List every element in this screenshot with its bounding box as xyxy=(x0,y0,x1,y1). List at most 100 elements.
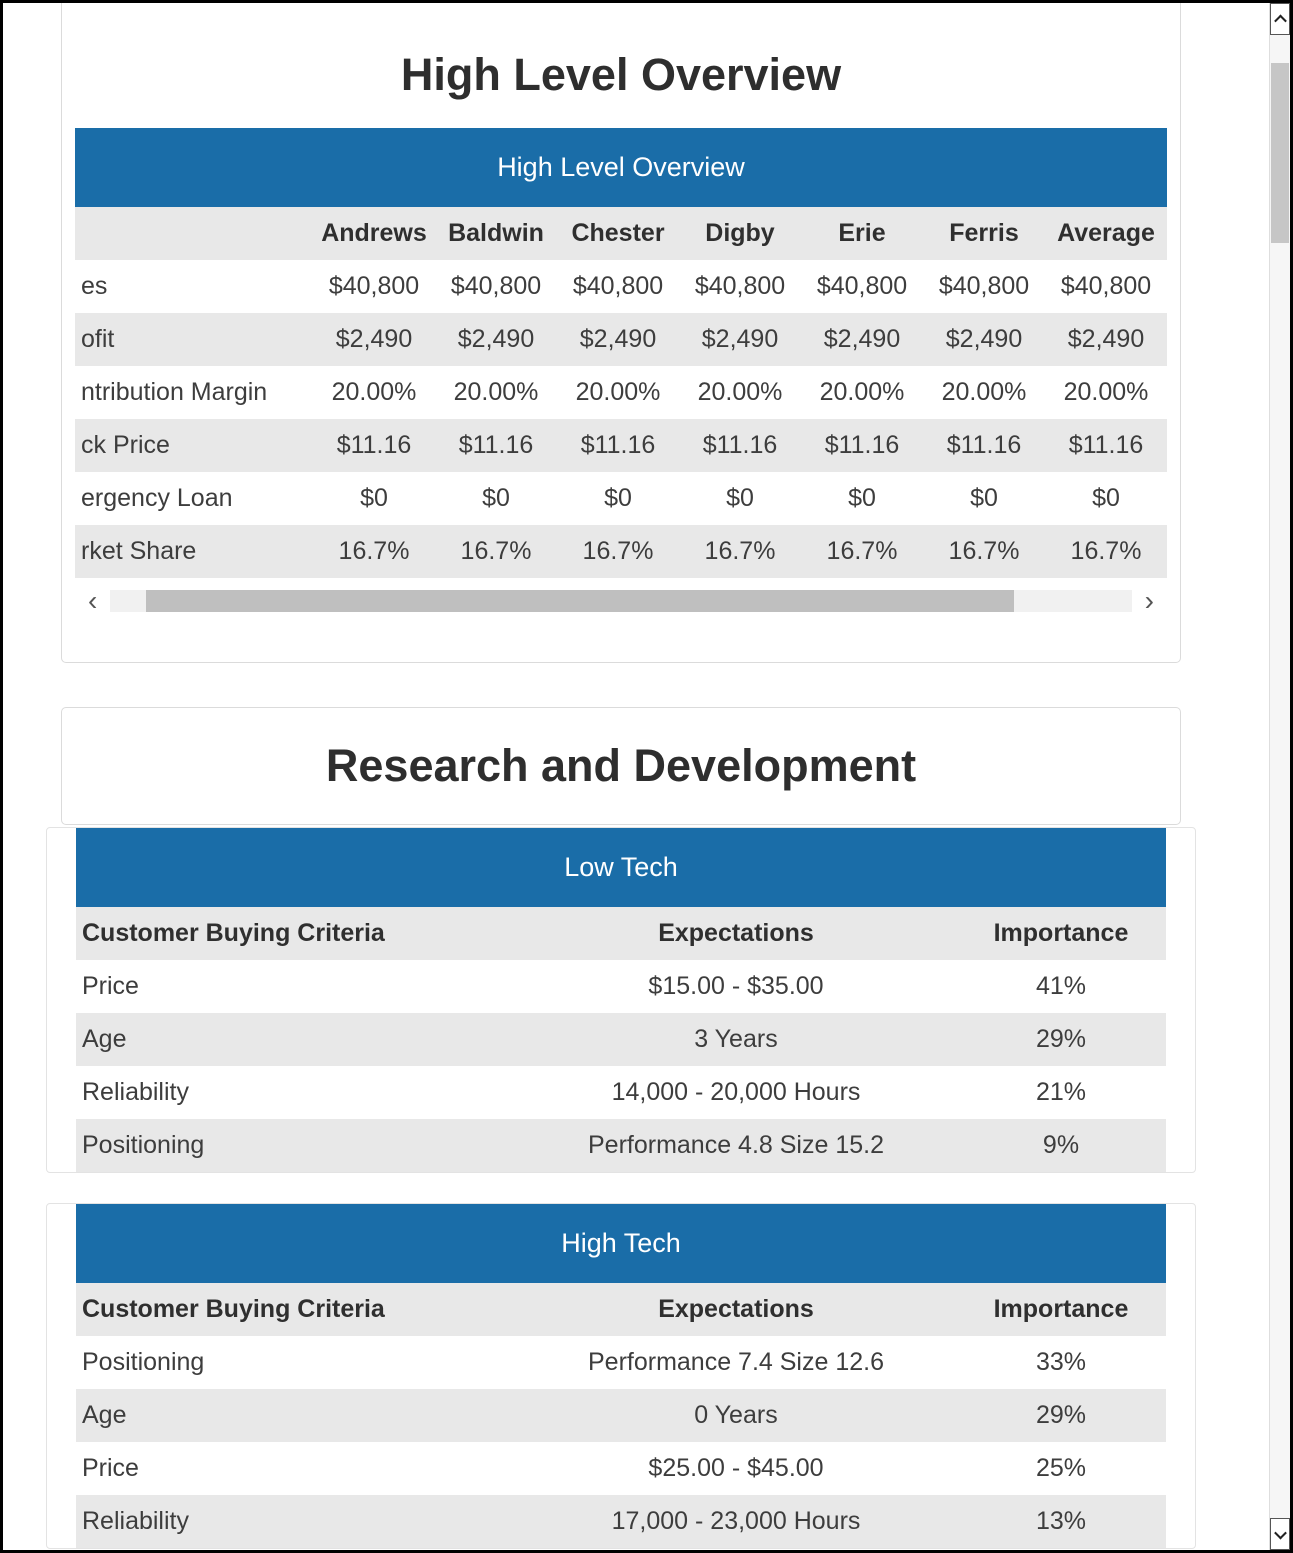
rnd-value-cell: Performance 4.8 Size 15.2 xyxy=(588,1130,884,1159)
rnd-table-body: Positioning Performance 7.4 Size 12.6 33% A… xyxy=(76,1336,1166,1548)
rnd-table-row: Price $15.00 - $35.00 41% xyxy=(76,960,1166,1013)
hlo-value-cell: $40,800 xyxy=(328,271,420,300)
chevron-up-icon xyxy=(1273,14,1287,27)
hlo-value-cell: 20.00% xyxy=(331,377,417,406)
hlo-column-header xyxy=(75,206,313,260)
page-content: High Level Overview High Level Overview … xyxy=(3,3,1269,1550)
hlo-horizontal-scrollbar[interactable]: ‹ › xyxy=(75,586,1167,616)
rnd-table-row: Age 3 Years 29% xyxy=(76,1012,1166,1066)
hlo-value-cell: $40,800 xyxy=(450,271,542,300)
hlo-value-cell: 16.7% xyxy=(582,536,654,565)
scroll-up-button[interactable] xyxy=(1270,3,1290,35)
scroll-right-icon[interactable]: › xyxy=(1144,584,1154,616)
hlo-value-cell: 20.00% xyxy=(575,377,661,406)
hlo-value-cell: $2,490 xyxy=(823,324,901,353)
scroll-left-icon[interactable]: ‹ xyxy=(88,584,98,616)
hlo-value-cell: $2,490 xyxy=(457,324,535,353)
hlo-row-label: ck Price xyxy=(81,430,170,459)
hlo-column-header: Digby xyxy=(679,206,801,260)
rnd-card: Research and Development xyxy=(61,706,1181,825)
rnd-column-header: Expectations xyxy=(516,906,956,960)
rnd-value-cell: 9% xyxy=(1042,1130,1080,1159)
hlo-value-cell: $40,800 xyxy=(938,271,1030,300)
rnd-criteria-cell: Reliability xyxy=(82,1506,189,1535)
hlo-value-cell: $2,490 xyxy=(945,324,1023,353)
scroll-down-button[interactable] xyxy=(1270,1518,1290,1550)
high-level-overview-card: High Level Overview High Level Overview … xyxy=(61,3,1181,663)
rnd-table-row: Positioning Performance 4.8 Size 15.2 9% xyxy=(76,1118,1166,1172)
hlo-value-cell: 20.00% xyxy=(697,377,783,406)
hlo-value-cell: $11.16 xyxy=(946,430,1022,459)
rnd-table-row: Price $25.00 - $45.00 25% xyxy=(76,1442,1166,1495)
rnd-column-header: Customer Buying Criteria xyxy=(76,906,516,960)
hlo-value-cell: $11.16 xyxy=(458,430,534,459)
hlo-row-label: ergency Loan xyxy=(81,483,233,512)
hlo-value-cell: 16.7% xyxy=(460,536,532,565)
rnd-value-cell: 17,000 - 23,000 Hours xyxy=(611,1506,861,1535)
hlo-value-cell: 20.00% xyxy=(453,377,539,406)
rnd-column-header: Customer Buying Criteria xyxy=(76,1282,516,1336)
hlo-table-row: es $40,800 $40,800 $40,800 $40,800 $40,800 $40… xyxy=(75,260,1167,313)
rnd-column-header: Importance xyxy=(956,906,1166,960)
rnd-criteria-cell: Positioning xyxy=(82,1130,205,1159)
high-tech-panel: High Tech Customer Buying Criteria Expect… xyxy=(46,1202,1196,1549)
hlo-value-cell: 20.00% xyxy=(1063,377,1149,406)
rnd-column-header: Expectations xyxy=(516,1282,956,1336)
rnd-table-body: Price $15.00 - $35.00 41% Age 3 Years 29% Reli… xyxy=(76,960,1166,1172)
hlo-value-cell: $40,800 xyxy=(572,271,664,300)
rnd-value-cell: 25% xyxy=(1035,1453,1087,1482)
hlo-value-cell: $11.16 xyxy=(580,430,656,459)
rnd-criteria-cell: Positioning xyxy=(82,1347,205,1376)
hlo-table-row: ofit $2,490 $2,490 $2,490 $2,490 $2,490 $2,490… xyxy=(75,312,1167,366)
hlo-header-row: Andrews Baldwin Chester Digby Erie Ferris Aver… xyxy=(75,206,1167,260)
rnd-value-cell: $15.00 - $35.00 xyxy=(648,971,824,1000)
rnd-table-row: Age 0 Years 29% xyxy=(76,1388,1166,1442)
hlo-value-cell: $40,800 xyxy=(694,271,786,300)
rnd-value-cell: $25.00 - $45.00 xyxy=(648,1453,824,1482)
vertical-scroll-thumb[interactable] xyxy=(1271,63,1289,243)
rnd-value-cell: 0 Years xyxy=(694,1400,778,1429)
hlo-table-row: ntribution Margin 20.00% 20.00% 20.00% 20.00… xyxy=(75,366,1167,419)
hlo-scroll-track[interactable] xyxy=(110,589,1132,612)
rnd-value-cell: 29% xyxy=(1035,1024,1087,1053)
hlo-scroll-thumb[interactable] xyxy=(146,589,1015,612)
hlo-table-row: rket Share 16.7% 16.7% 16.7% 16.7% 16.7% 16.7%… xyxy=(75,524,1167,578)
hlo-value-cell: $11.16 xyxy=(1068,430,1144,459)
rnd-value-cell: Performance 7.4 Size 12.6 xyxy=(588,1347,884,1376)
hlo-table-row: ergency Loan $0 $0 $0 $0 $0 $0 $0 xyxy=(75,472,1167,525)
hlo-value-cell: 20.00% xyxy=(941,377,1027,406)
rnd-table-row: Reliability 17,000 - 23,000 Hours 13% xyxy=(76,1494,1166,1548)
rnd-criteria-cell: Price xyxy=(82,1453,139,1482)
rnd-value-cell: 14,000 - 20,000 Hours xyxy=(611,1077,861,1106)
hlo-row-label: ntribution Margin xyxy=(81,377,268,406)
hlo-row-label: rket Share xyxy=(81,536,197,565)
low-tech-table: Customer Buying Criteria Expectations Impo… xyxy=(76,906,1166,1172)
hlo-value-cell: $0 xyxy=(848,483,876,512)
hlo-column-header: Baldwin xyxy=(435,206,557,260)
hlo-column-header: Erie xyxy=(801,206,923,260)
hlo-value-cell: $0 xyxy=(726,483,754,512)
hlo-value-cell: $2,490 xyxy=(579,324,657,353)
rnd-value-cell: 41% xyxy=(1035,971,1087,1000)
rnd-value-cell: 13% xyxy=(1035,1506,1087,1535)
vertical-scroll-track[interactable] xyxy=(1270,35,1290,1518)
hlo-column-header: Chester xyxy=(557,206,679,260)
hlo-value-cell: $2,490 xyxy=(701,324,779,353)
rnd-table-row: Positioning Performance 7.4 Size 12.6 33% xyxy=(76,1336,1166,1389)
rnd-criteria-cell: Age xyxy=(82,1024,127,1053)
hlo-value-cell: 16.7% xyxy=(704,536,776,565)
hlo-row-label: ofit xyxy=(81,324,115,353)
rnd-table-head: Customer Buying Criteria Expectations Impo… xyxy=(76,906,1166,960)
rnd-criteria-cell: Reliability xyxy=(82,1077,189,1106)
rnd-value-cell: 29% xyxy=(1035,1400,1087,1429)
rnd-page-title: Research and Development xyxy=(325,739,917,791)
hlo-value-cell: $2,490 xyxy=(1067,324,1145,353)
hlo-value-cell: $40,800 xyxy=(1060,271,1152,300)
hlo-value-cell: 16.7% xyxy=(1070,536,1142,565)
hlo-value-cell: $0 xyxy=(360,483,388,512)
vertical-scrollbar[interactable] xyxy=(1269,3,1290,1550)
hlo-column-header: Average xyxy=(1045,206,1167,260)
hlo-value-cell: $2,490 xyxy=(335,324,413,353)
rnd-criteria-cell: Price xyxy=(82,971,139,1000)
hlo-value-cell: $0 xyxy=(482,483,510,512)
